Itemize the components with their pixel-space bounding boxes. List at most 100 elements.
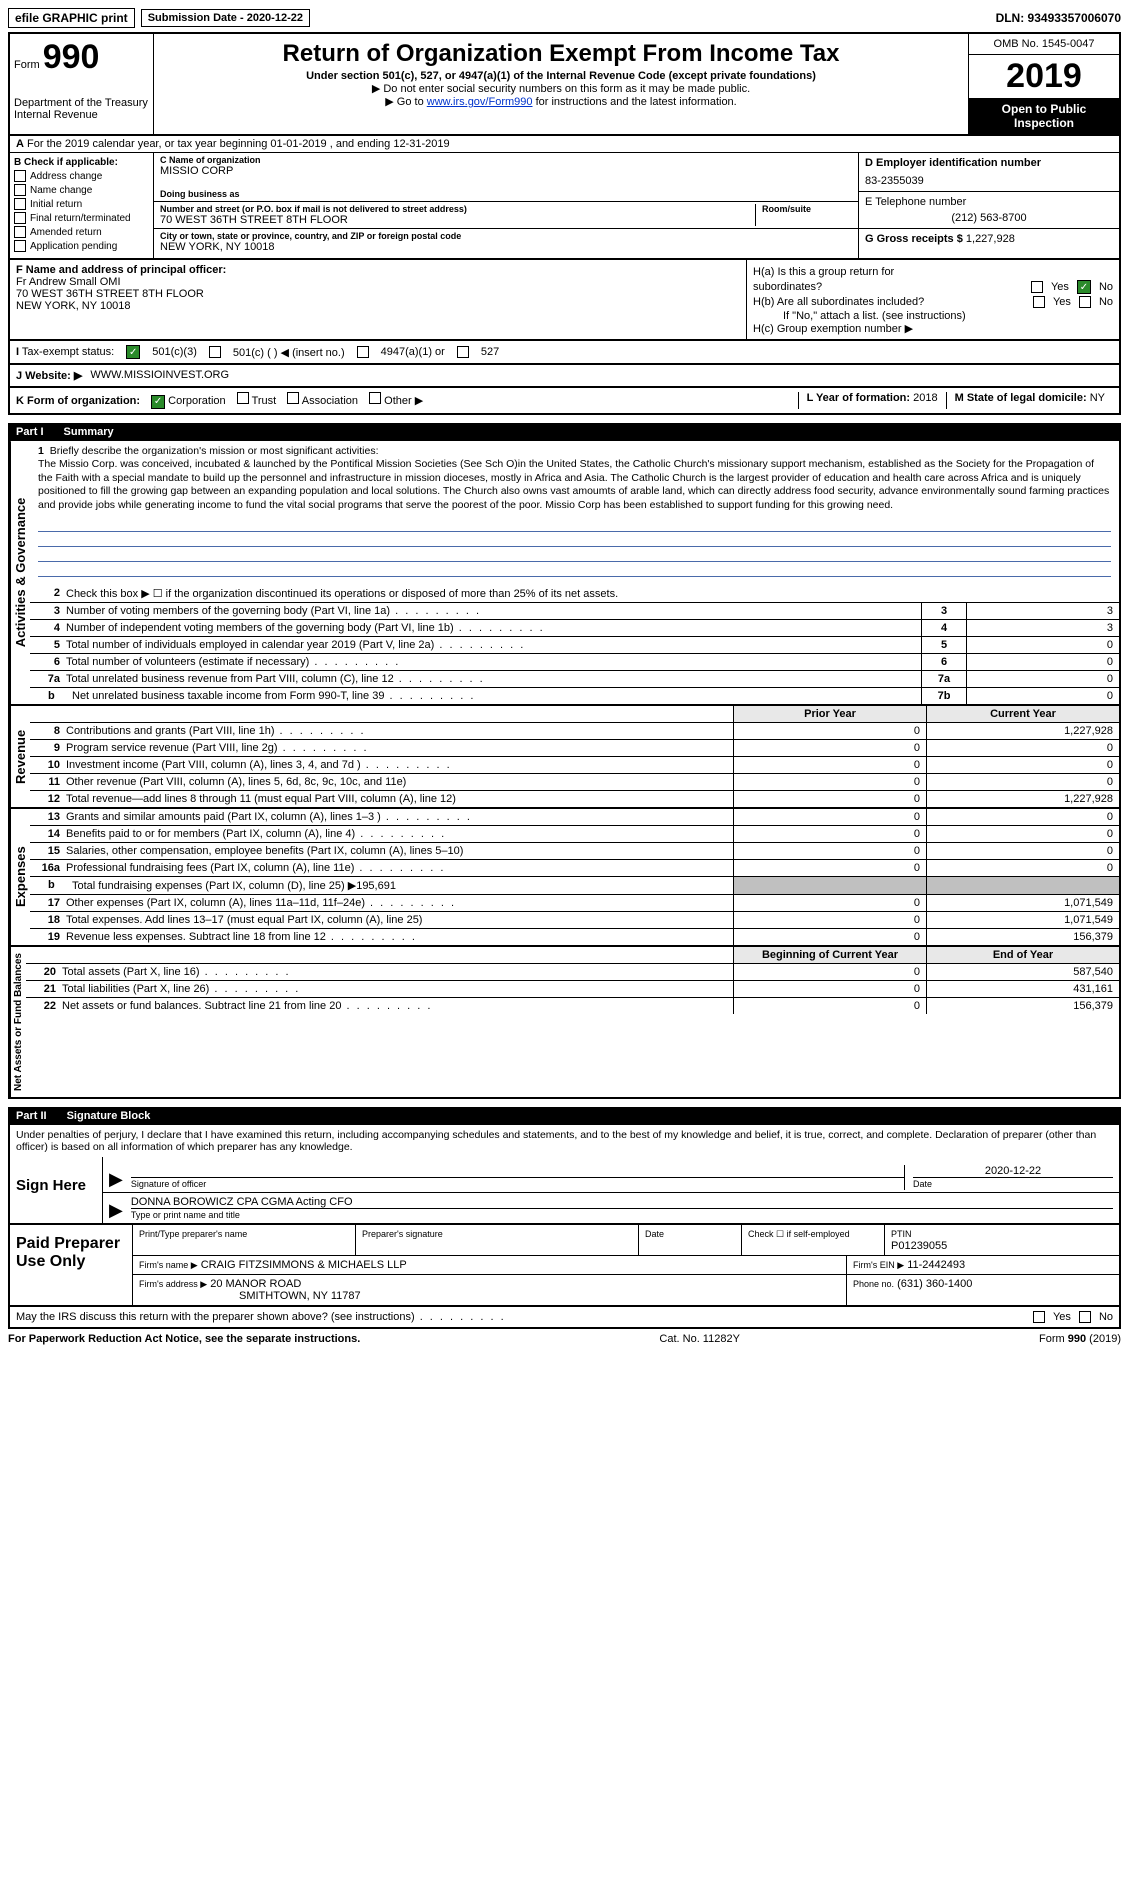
cb-other[interactable]	[369, 392, 381, 404]
line12: Total revenue—add lines 8 through 11 (mu…	[66, 793, 456, 805]
hb-note: If "No," attach a list. (see instruction…	[753, 310, 1113, 322]
cb-527[interactable]	[457, 346, 469, 358]
l15p: 0	[733, 843, 926, 859]
ssn-warning: ▶ Do not enter social security numbers o…	[158, 82, 964, 95]
prep-sig-label: Preparer's signature	[362, 1229, 443, 1239]
officer-label: F Name and address of principal officer:	[16, 264, 740, 276]
part2-label: Part II	[16, 1110, 47, 1122]
penalties-text: Under penalties of perjury, I declare th…	[8, 1125, 1121, 1157]
gov-vlabel: Activities & Governance	[10, 441, 30, 704]
omb-number: OMB No. 1545-0047	[969, 34, 1119, 55]
line18: Total expenses. Add lines 13–17 (must eq…	[66, 914, 422, 926]
officer-name-label: Type or print name and title	[131, 1210, 240, 1220]
header-center: Return of Organization Exempt From Incom…	[154, 34, 968, 134]
l9p: 0	[733, 740, 926, 756]
cb-501c3[interactable]: ✓	[126, 345, 140, 359]
form-number: 990	[43, 38, 100, 76]
prior-year-header: Prior Year	[733, 706, 926, 722]
part2-header: Part II Signature Block	[8, 1107, 1121, 1125]
officer-addr2: NEW YORK, NY 10018	[16, 300, 740, 312]
l13c: 0	[926, 809, 1119, 825]
firm-addr: 20 MANOR ROAD	[210, 1278, 301, 1290]
ha-yes[interactable]	[1031, 281, 1043, 293]
l11c: 0	[926, 774, 1119, 790]
cb-trust[interactable]	[237, 392, 249, 404]
l10p: 0	[733, 757, 926, 773]
header-right: OMB No. 1545-0047 2019 Open to Public In…	[968, 34, 1119, 134]
l8p: 0	[733, 723, 926, 739]
entity-info: B Check if applicable: Address change Na…	[8, 153, 1121, 260]
l9c: 0	[926, 740, 1119, 756]
sig-arrow-icon: ▶	[109, 1200, 131, 1221]
preparer-label: Paid Preparer Use Only	[10, 1225, 133, 1305]
goto-pre: ▶ Go to	[385, 96, 426, 108]
hb-no[interactable]	[1079, 296, 1091, 308]
firm-city: SMITHTOWN, NY 11787	[139, 1290, 361, 1302]
addr-row: Number and street (or P.O. box if mail i…	[154, 202, 858, 229]
cb-assoc[interactable]	[287, 392, 299, 404]
line9: Program service revenue (Part VIII, line…	[66, 742, 369, 754]
cb-name-change[interactable]: Name change	[14, 184, 149, 196]
tel-box: E Telephone number (212) 563-8700	[859, 192, 1119, 229]
form-ref: Form 990 (2019)	[1039, 1333, 1121, 1345]
line3-val: 3	[966, 603, 1119, 619]
l13p: 0	[733, 809, 926, 825]
pra-notice: For Paperwork Reduction Act Notice, see …	[8, 1333, 360, 1345]
kform-label: K Form of organization:	[16, 395, 140, 407]
domicile: NY	[1090, 392, 1105, 404]
cat-no: Cat. No. 11282Y	[659, 1333, 740, 1345]
discuss-yes[interactable]	[1033, 1311, 1045, 1323]
line11: Other revenue (Part VIII, column (A), li…	[66, 776, 406, 788]
l8c: 1,227,928	[926, 723, 1119, 739]
l18p: 0	[733, 912, 926, 928]
ha-no[interactable]: ✓	[1077, 280, 1091, 294]
part1-title: Summary	[64, 426, 114, 438]
officer-group-row: F Name and address of principal officer:…	[8, 260, 1121, 341]
header: Form 990 Department of the Treasury Inte…	[8, 32, 1121, 136]
website-label: J Website: ▶	[16, 369, 82, 382]
discuss-no[interactable]	[1079, 1311, 1091, 1323]
l19c: 156,379	[926, 929, 1119, 945]
expenses-section: Expenses 13Grants and similar amounts pa…	[8, 809, 1121, 947]
open-public: Open to Public Inspection	[969, 98, 1119, 134]
gross-label: G Gross receipts $	[865, 233, 963, 245]
mission-text: The Missio Corp. was conceived, incubate…	[38, 458, 1109, 511]
firm-addr-label: Firm's address ▶	[139, 1279, 207, 1289]
cb-4947[interactable]	[357, 346, 369, 358]
top-bar: efile GRAPHIC print Submission Date - 20…	[8, 8, 1121, 28]
l19p: 0	[733, 929, 926, 945]
line16a: Professional fundraising fees (Part IX, …	[66, 862, 445, 874]
ptin-label: PTIN	[891, 1229, 912, 1239]
goto-post: for instructions and the latest informat…	[533, 96, 737, 108]
mission-block: 1 Briefly describe the organization's mi…	[30, 441, 1119, 517]
gross-box: G Gross receipts $ 1,227,928	[859, 229, 1119, 249]
city-label: City or town, state or province, country…	[160, 231, 852, 241]
form-subtitle: Under section 501(c), 527, or 4947(a)(1)…	[158, 70, 964, 82]
irs-label: Internal Revenue	[14, 109, 149, 121]
cb-initial-return[interactable]: Initial return	[14, 198, 149, 210]
line21: Total liabilities (Part X, line 26)	[62, 983, 300, 995]
tax-year: 2019	[969, 55, 1119, 98]
phone-label: Phone no.	[853, 1279, 894, 1289]
line3: Number of voting members of the governin…	[66, 605, 481, 617]
website-row: J Website: ▶ WWW.MISSIOINVEST.ORG	[8, 365, 1121, 388]
col-b: B Check if applicable: Address change Na…	[10, 153, 154, 258]
cb-address-change[interactable]: Address change	[14, 170, 149, 182]
revenue-section: Revenue Prior YearCurrent Year 8Contribu…	[8, 706, 1121, 809]
dln: DLN: 93493357006070	[996, 11, 1121, 25]
form-title: Return of Organization Exempt From Incom…	[158, 40, 964, 68]
cb-501c[interactable]	[209, 346, 221, 358]
hb-yes[interactable]	[1033, 296, 1045, 308]
officer-typed-name: DONNA BOROWICZ CPA CGMA Acting CFO	[131, 1196, 1113, 1209]
exp-vlabel: Expenses	[10, 809, 30, 945]
irs-link[interactable]: www.irs.gov/Form990	[427, 96, 533, 108]
cb-final-return[interactable]: Final return/terminated	[14, 212, 149, 224]
year-formation-label: L Year of formation:	[807, 392, 911, 404]
cb-amended[interactable]: Amended return	[14, 226, 149, 238]
cb-application-pending[interactable]: Application pending	[14, 240, 149, 252]
line4-val: 3	[966, 620, 1119, 636]
city-state-zip: NEW YORK, NY 10018	[160, 241, 852, 253]
l17p: 0	[733, 895, 926, 911]
blue-line	[38, 532, 1111, 547]
cb-corp[interactable]: ✓	[151, 395, 165, 409]
